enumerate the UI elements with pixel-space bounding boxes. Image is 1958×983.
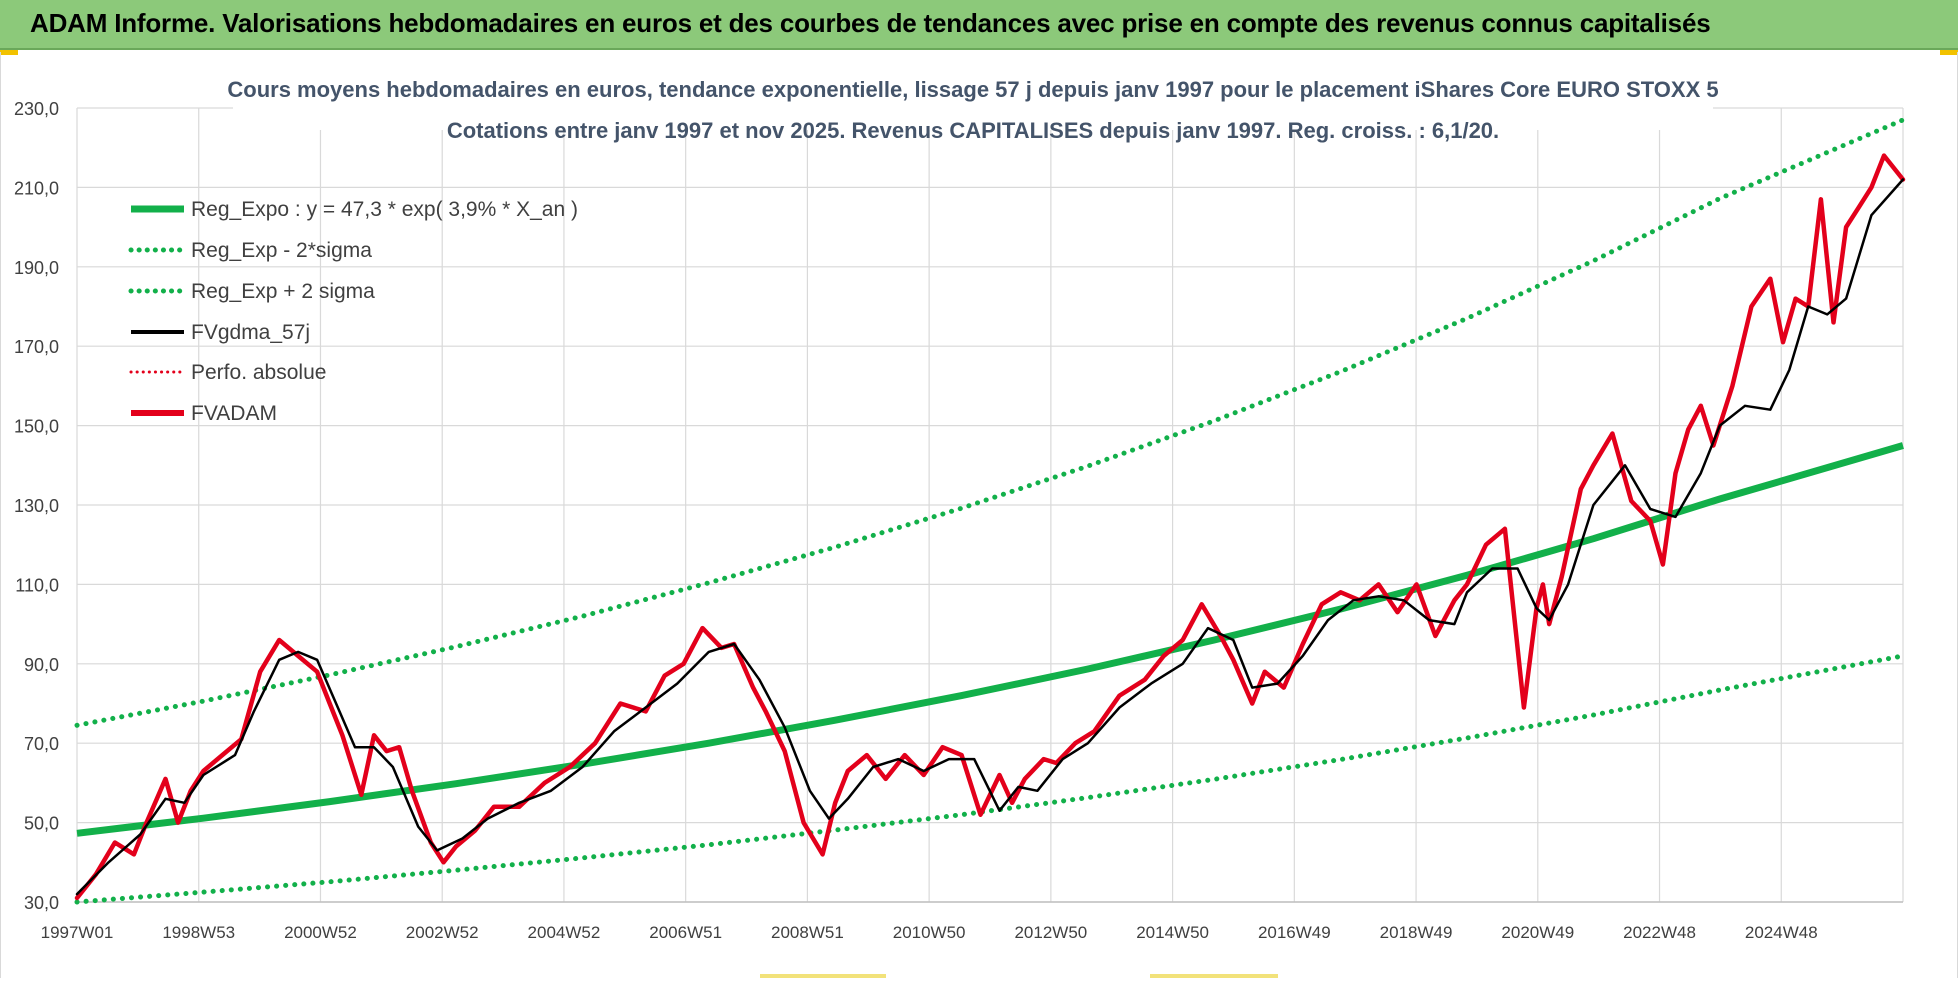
- x-tick-label: 1998W53: [162, 923, 235, 942]
- x-tick-label: 2004W52: [528, 923, 601, 942]
- page-title: ADAM Informe. Valorisations hebdomadaire…: [30, 8, 1711, 38]
- series-reg-expo: [76, 442, 1904, 837]
- chart-frame: 30,0 50,0 70,0 90,0 110,0 130,0 150,0 170,0 190,…: [0, 52, 1958, 978]
- series-fvgdma-57j: [75, 178, 1905, 896]
- legend-label-reg-exp-minus-2sigma: Reg_Exp - 2*sigma: [191, 239, 372, 262]
- x-tick-label: 2020W49: [1501, 923, 1574, 942]
- header-banner: ADAM Informe. Valorisations hebdomadaire…: [0, 0, 1958, 50]
- x-tick-label: 1997W01: [41, 923, 114, 942]
- y-tick-label: 50,0: [24, 814, 59, 834]
- y-tick-label: 110,0: [15, 575, 59, 595]
- y-tick-label: 210,0: [14, 178, 59, 198]
- series-reg-exp-minus-2sigma: [74, 653, 1906, 905]
- y-tick-label: 170,0: [14, 337, 59, 357]
- legend: Reg_Expo : y = 47,3 * exp( 3,9% * X_an )…: [128, 198, 578, 425]
- y-tick-label: 150,0: [14, 417, 59, 437]
- legend-label-fvgdma: FVgdma_57j: [191, 321, 310, 344]
- legend-label-perfo-absolue: Perfo. absolue: [191, 361, 326, 384]
- y-tick-label: 190,0: [14, 258, 59, 278]
- x-tick-label: 2016W49: [1258, 923, 1331, 942]
- chart: 30,0 50,0 70,0 90,0 110,0 130,0 150,0 170,0 190,…: [14, 64, 1906, 942]
- bottom-mark-1: [760, 974, 886, 978]
- series-reg-exp-plus-2sigma: [74, 117, 1906, 728]
- x-tick-label: 2006W51: [649, 923, 722, 942]
- y-tick-label: 70,0: [24, 734, 59, 754]
- x-tick-label: 2012W50: [1014, 923, 1087, 942]
- y-tick-label: 30,0: [24, 893, 59, 913]
- x-tick-label: 2022W48: [1623, 923, 1696, 942]
- series-fvadam: [74, 153, 1906, 901]
- chart-title-background: [233, 64, 1713, 130]
- x-tick-label: 2002W52: [406, 923, 479, 942]
- x-tick-label: 2008W51: [771, 923, 844, 942]
- corner-mark-right: [1940, 50, 1958, 55]
- y-tick-label: 90,0: [24, 655, 59, 675]
- bottom-mark-2: [1150, 974, 1278, 978]
- chart-title: Cours moyens hebdomadaires en euros, ten…: [227, 77, 1718, 102]
- x-tick-label: 2024W48: [1745, 923, 1818, 942]
- legend-label-fvadam: FVADAM: [191, 402, 277, 425]
- y-tick-label: 130,0: [14, 496, 59, 516]
- legend-label-reg-expo: Reg_Expo : y = 47,3 * exp( 3,9% * X_an ): [191, 198, 578, 221]
- x-tick-label: 2018W49: [1380, 923, 1453, 942]
- x-tick-label: 2010W50: [893, 923, 966, 942]
- y-tick-label: 230,0: [14, 99, 59, 119]
- legend-label-reg-exp-plus-2sigma: Reg_Exp + 2 sigma: [191, 280, 375, 303]
- x-tick-label: 2014W50: [1136, 923, 1209, 942]
- chart-subtitle: Cotations entre janv 1997 et nov 2025. R…: [447, 118, 1499, 143]
- x-tick-label: 2000W52: [284, 923, 357, 942]
- corner-mark-left: [0, 50, 18, 55]
